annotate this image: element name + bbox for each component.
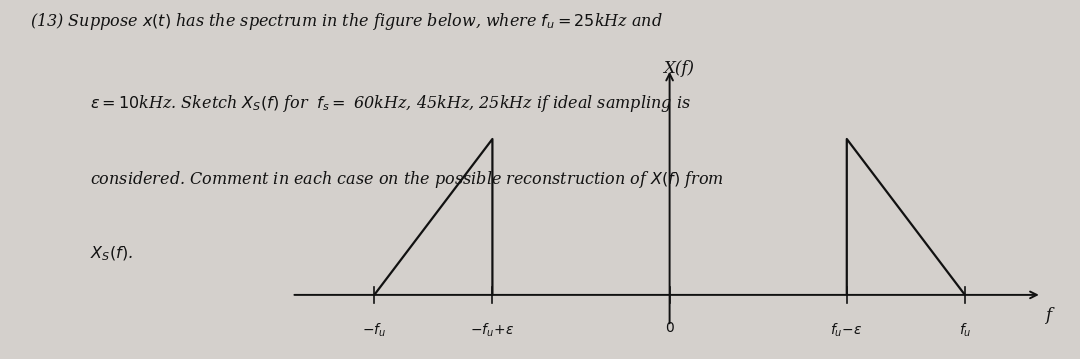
Text: (13) Suppose $x(t)$ has the spectrum in the figure below, where $f_u = 25$kHz an: (13) Suppose $x(t)$ has the spectrum in … — [30, 11, 663, 32]
Text: $\varepsilon = 10$kHz. Sketch $X_S(f)$ for  $f_s =$ 60kHz, 45kHz, 25kHz if ideal: $\varepsilon = 10$kHz. Sketch $X_S(f)$ f… — [90, 93, 690, 114]
Text: $X_S(f)$.: $X_S(f)$. — [90, 244, 133, 262]
Text: $-f_u\!+\!\varepsilon$: $-f_u\!+\!\varepsilon$ — [470, 321, 515, 339]
Text: $f_u$: $f_u$ — [959, 321, 971, 339]
Text: X(f): X(f) — [663, 60, 694, 76]
Text: considered. Comment in each case on the possible reconstruction of $X(f)$ from: considered. Comment in each case on the … — [90, 169, 724, 190]
Text: $0$: $0$ — [664, 321, 675, 335]
Text: $f_u\!-\!\varepsilon$: $f_u\!-\!\varepsilon$ — [831, 321, 863, 339]
Text: $-f_u$: $-f_u$ — [362, 321, 387, 339]
Text: f: f — [1045, 307, 1051, 324]
